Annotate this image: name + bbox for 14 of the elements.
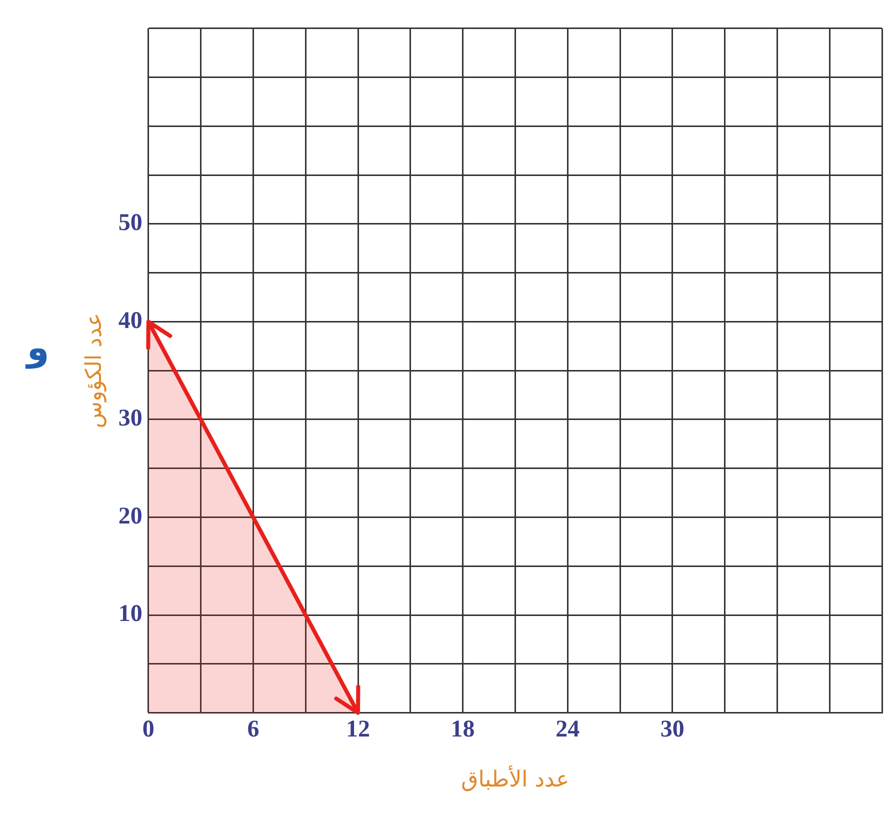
x-tick-label: 0 bbox=[142, 716, 154, 742]
y-tick-label: 50 bbox=[118, 210, 142, 236]
y-tick-label: 30 bbox=[118, 406, 142, 432]
y-tick-label: 20 bbox=[118, 503, 142, 530]
x-tick-label: 24 bbox=[556, 716, 580, 742]
y-tick-label: 40 bbox=[118, 308, 142, 334]
x-tick-label: 12 bbox=[346, 716, 370, 742]
y-tick-label: 10 bbox=[118, 601, 142, 628]
y-axis-title: عدد الكؤوس bbox=[82, 312, 107, 428]
x-tick-label: 6 bbox=[247, 716, 260, 742]
text: و bbox=[24, 328, 50, 369]
x-axis-title: عدد الأطباق bbox=[461, 766, 570, 793]
x-tick-label: 30 bbox=[660, 716, 684, 742]
x-tick-label: 18 bbox=[450, 716, 475, 742]
